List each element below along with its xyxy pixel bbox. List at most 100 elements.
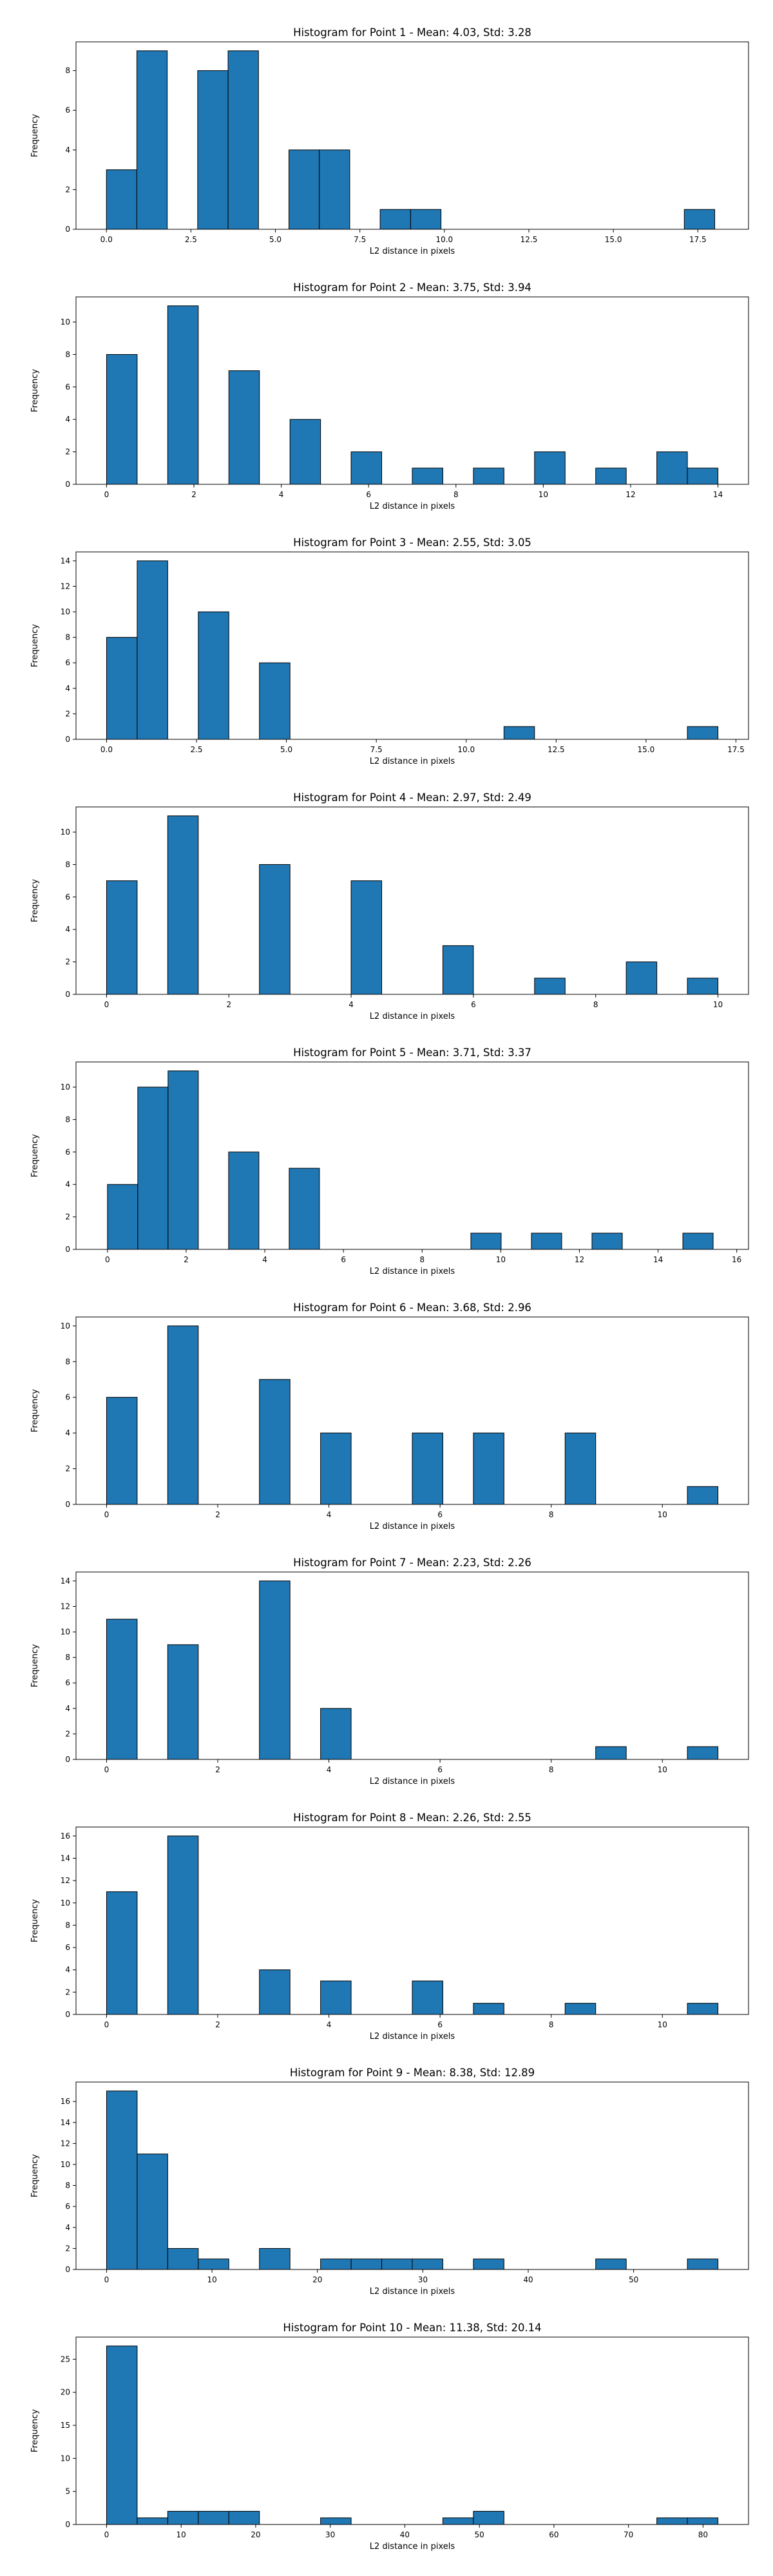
y-tick-label: 0 — [65, 480, 70, 489]
histogram-bar — [595, 2259, 627, 2270]
x-tick-label: 30 — [325, 2530, 335, 2539]
histogram-bar — [198, 2259, 229, 2270]
x-tick-label: 2 — [184, 1255, 189, 1264]
x-tick-label: 7.5 — [370, 745, 383, 754]
histogram-bar — [167, 1835, 199, 2015]
histogram-bar — [591, 1233, 623, 1250]
plot-area-frame — [75, 41, 749, 230]
histogram-bar — [259, 662, 291, 740]
x-tick-label: 0 — [104, 490, 110, 499]
y-tick-label: 6 — [65, 1943, 70, 1952]
x-axis-label: L2 distance in pixels — [370, 2287, 455, 2297]
y-axis-label: Frequency — [30, 1644, 40, 1687]
histogram-svg: 0 2 4 6 8 10 12 14 0 2 4 6 8 10 Histogram for Point 2 … — [30, 281, 749, 511]
histogram-bar — [106, 169, 137, 230]
y-tick-label: 0 — [65, 225, 70, 234]
y-tick-label: 14 — [61, 1854, 70, 1863]
y-tick-label: 6 — [65, 1393, 70, 1402]
x-tick-label: 12 — [625, 490, 635, 499]
histogram-bar — [136, 50, 168, 230]
y-tick-label: 4 — [65, 1965, 70, 1975]
histogram-bar — [228, 2510, 260, 2525]
y-tick-label: 2 — [65, 185, 70, 194]
histogram-bar — [167, 1644, 199, 1760]
y-tick-label: 2 — [65, 1213, 70, 1222]
histogram-bar — [682, 1233, 714, 1250]
x-axis-label: L2 distance in pixels — [370, 2542, 455, 2552]
histogram-bar — [228, 370, 260, 485]
y-tick-label: 25 — [61, 2354, 70, 2363]
y-tick-label: 8 — [65, 1920, 70, 1929]
x-tick-label: 10 — [658, 1765, 667, 1774]
chart-title: Histogram for Point 10 - Mean: 11.38, St… — [283, 2322, 541, 2334]
histogram-bar — [687, 1746, 719, 1760]
y-tick-label: 2 — [65, 1987, 70, 1996]
x-tick-label: 80 — [698, 2530, 708, 2539]
x-tick-label: 10.0 — [457, 745, 475, 754]
x-tick-label: 6 — [437, 1510, 443, 1519]
x-tick-label: 10 — [713, 1000, 723, 1009]
y-axis-label: Frequency — [30, 369, 40, 412]
x-tick-label: 0 — [104, 2020, 110, 2029]
x-tick-label: 2.5 — [190, 745, 202, 754]
histogram-bar — [319, 149, 350, 230]
histogram-bar — [470, 1233, 502, 1250]
x-tick-label: 10 — [207, 2275, 216, 2284]
histogram-bar — [442, 2517, 474, 2525]
x-tick-label: 6 — [437, 2020, 443, 2029]
y-tick-label: 6 — [65, 1678, 70, 1687]
y-tick-label: 14 — [61, 556, 70, 565]
histogram-bar — [167, 1325, 199, 1505]
y-tick-label: 5 — [65, 2487, 70, 2496]
x-tick-label: 10 — [658, 2020, 667, 2029]
y-tick-label: 10 — [61, 1899, 70, 1908]
y-tick-label: 4 — [65, 415, 70, 424]
histogram-bar — [503, 726, 535, 740]
y-tick-label: 8 — [65, 1653, 70, 1662]
x-tick-label: 30 — [418, 2275, 428, 2284]
histogram-bar — [350, 2259, 383, 2270]
histogram-bar — [320, 2259, 352, 2270]
y-tick-label: 4 — [65, 1704, 70, 1713]
y-tick-label: 6 — [65, 383, 70, 392]
histogram-bar — [534, 451, 566, 485]
histogram-svg: 0 10 20 30 40 50 60 70 80 0 5 10 15 20 25 Histogram for… — [30, 2322, 749, 2552]
histogram-bar — [531, 1233, 562, 1250]
x-tick-label: 6 — [471, 1000, 476, 1009]
histogram-panel-5: 0 2 4 6 8 10 12 14 16 0 2 4 6 8 10 Histogram for Point … — [0, 1023, 773, 1278]
histogram-bar — [350, 451, 383, 485]
histogram-svg: 0.0 2.5 5.0 7.5 10.0 12.5 15.0 17.5 0 2 4 6 8 Histogr… — [30, 26, 749, 256]
histogram-bar — [106, 880, 138, 995]
y-tick-label: 12 — [61, 582, 70, 591]
histogram-bar — [167, 1070, 199, 1250]
y-tick-label: 0 — [65, 990, 70, 999]
x-tick-label: 0 — [104, 1510, 110, 1519]
y-tick-label: 20 — [61, 2388, 70, 2397]
y-tick-label: 0 — [65, 2265, 70, 2274]
y-tick-label: 8 — [65, 633, 70, 642]
histogram-bar — [106, 2090, 138, 2270]
y-tick-label: 10 — [61, 1627, 70, 1636]
y-axis-label: Frequency — [30, 879, 40, 922]
y-tick-label: 15 — [61, 2421, 70, 2430]
x-axis-label: L2 distance in pixels — [370, 247, 455, 256]
histogram-bar — [137, 2517, 168, 2525]
histogram-bar — [289, 1168, 320, 1250]
chart-title: Histogram for Point 1 - Mean: 4.03, Std:… — [293, 26, 531, 39]
x-tick-label: 10.0 — [435, 235, 453, 244]
y-tick-label: 8 — [65, 66, 70, 75]
y-tick-label: 8 — [65, 350, 70, 359]
x-tick-label: 5.0 — [280, 745, 292, 754]
histogram-bar — [350, 880, 383, 995]
x-axis-label: L2 distance in pixels — [370, 1267, 455, 1276]
y-tick-label: 0 — [65, 735, 70, 744]
y-tick-label: 8 — [65, 860, 70, 869]
x-tick-label: 0.0 — [100, 235, 113, 244]
x-tick-label: 50 — [475, 2530, 484, 2539]
histogram-panel-7: 0 2 4 6 8 10 0 2 4 6 8 10 12 14 Histogram for Point 7 … — [0, 1533, 773, 1788]
histogram-bar — [259, 864, 291, 995]
histogram-svg: 0 2 4 6 8 10 12 14 16 0 2 4 6 8 10 Histogram for Point … — [30, 1046, 749, 1276]
histogram-svg: 0.0 2.5 5.0 7.5 10.0 12.5 15.0 17.5 0 2 4 6 8 10 12 14 H… — [30, 536, 749, 766]
y-tick-label: 12 — [61, 1602, 70, 1611]
histogram-bar — [687, 2003, 719, 2015]
